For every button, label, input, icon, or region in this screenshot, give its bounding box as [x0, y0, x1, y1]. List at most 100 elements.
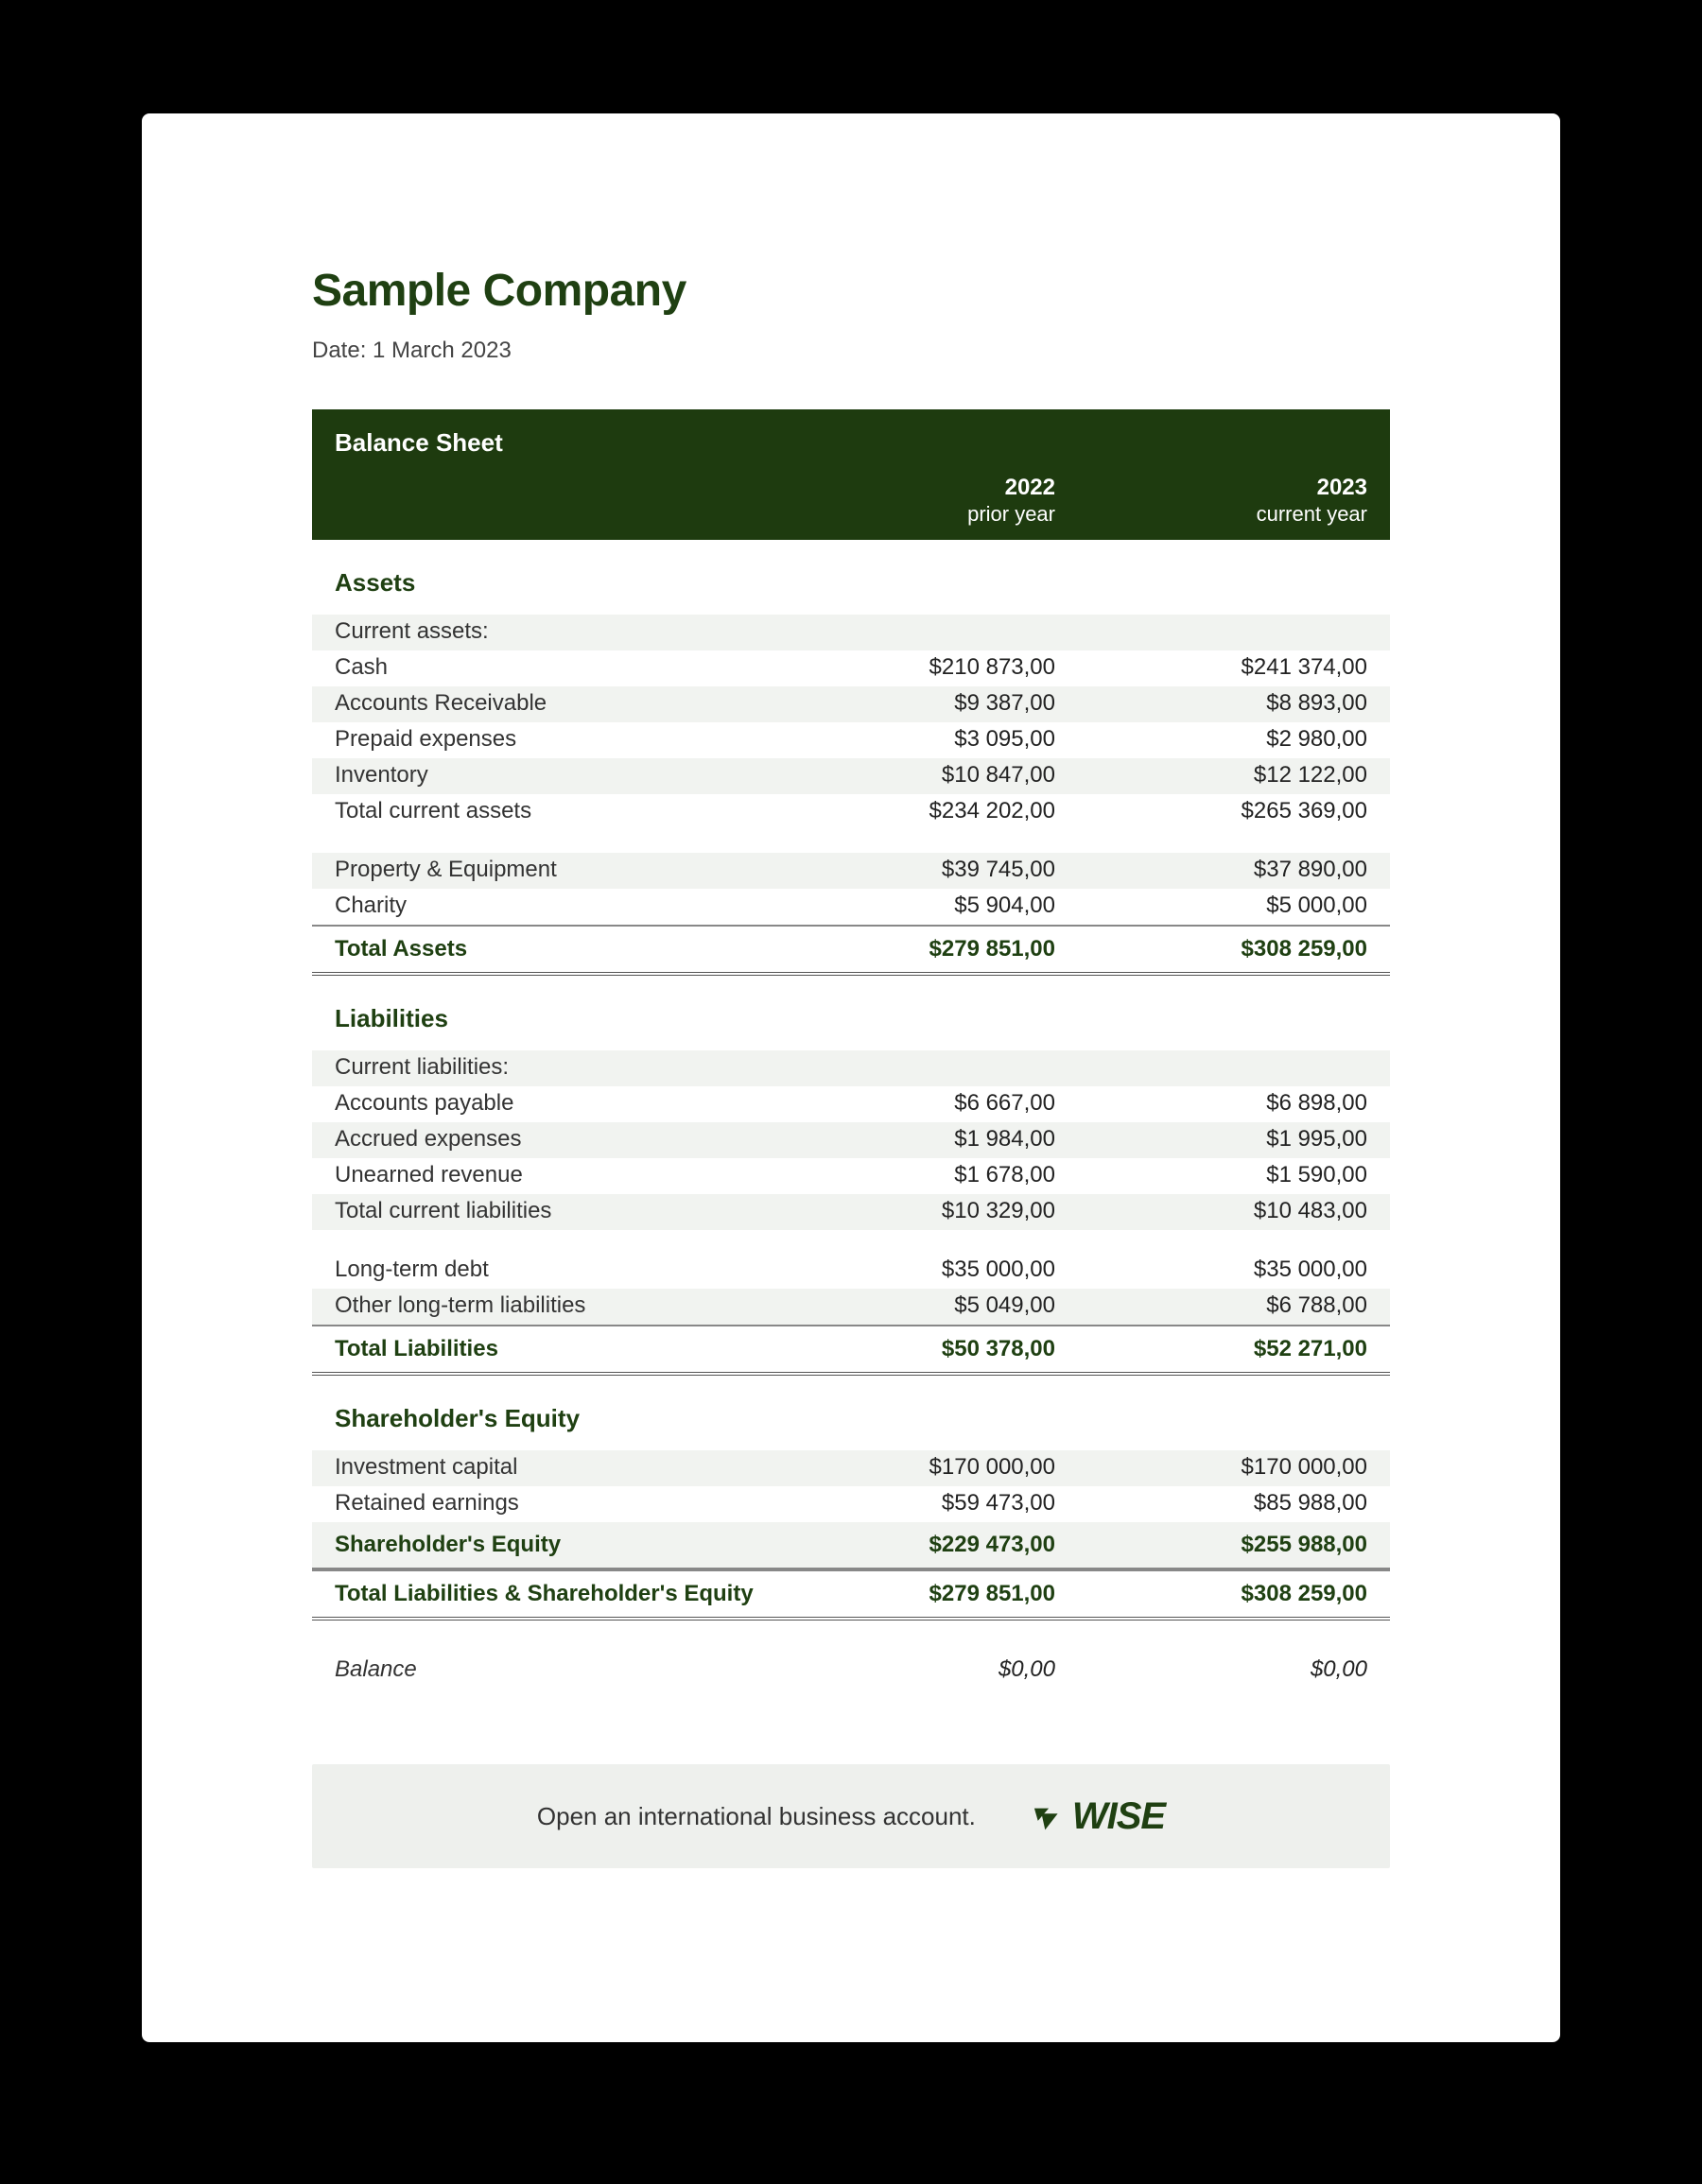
col-2023: 2023 current year: [1093, 475, 1367, 527]
row-value-2: $308 259,00: [1093, 1581, 1367, 1607]
liabilities-title: Liabilities: [312, 976, 1390, 1050]
row-value-2: $52 271,00: [1093, 1336, 1367, 1362]
row-value-1: $35 000,00: [781, 1257, 1055, 1283]
row-value-1: $279 851,00: [781, 1581, 1055, 1607]
row-value-2: $5 000,00: [1093, 893, 1367, 919]
row-value-1: $279 851,00: [781, 936, 1055, 962]
sheet-header: Balance Sheet 2022 prior year 2023 curre…: [312, 409, 1390, 540]
table-row: Charity $5 904,00 $5 000,00: [312, 889, 1390, 925]
table-row: Prepaid expenses $3 095,00 $2 980,00: [312, 722, 1390, 758]
assets-subhead: Current assets:: [312, 615, 1390, 650]
total-assets: Total Assets $279 851,00 $308 259,00: [312, 925, 1390, 976]
row-label: Inventory: [335, 762, 781, 789]
row-value-2: $241 374,00: [1093, 654, 1367, 681]
table-row: Unearned revenue $1 678,00 $1 590,00: [312, 1158, 1390, 1194]
row-value-1: $59 473,00: [781, 1490, 1055, 1517]
table-row: Inventory $10 847,00 $12 122,00: [312, 758, 1390, 794]
row-value-2: $170 000,00: [1093, 1454, 1367, 1481]
liabilities-current-total: Total current liabilities $10 329,00 $10…: [312, 1194, 1390, 1230]
row-label: Balance: [335, 1656, 781, 1683]
liabilities-subhead: Current liabilities:: [312, 1050, 1390, 1086]
grand-total: Total Liabilities & Shareholder's Equity…: [312, 1569, 1390, 1621]
row-value-2: $255 988,00: [1093, 1532, 1367, 1558]
row-value-1: $1 984,00: [781, 1126, 1055, 1153]
row-label: Total current assets: [335, 798, 781, 824]
spacer: [312, 1230, 1390, 1253]
spacer: [312, 830, 1390, 853]
row-label: Charity: [335, 893, 781, 919]
row-value-1: $50 378,00: [781, 1336, 1055, 1362]
row-value-2: $1 995,00: [1093, 1126, 1367, 1153]
row-value-1: $6 667,00: [781, 1090, 1055, 1117]
wise-logo: WISE: [1033, 1795, 1165, 1838]
col-2023-year: 2023: [1093, 475, 1367, 502]
col-2022-sub: prior year: [781, 502, 1055, 527]
row-label: Accounts Receivable: [335, 690, 781, 717]
table-row: Long-term debt $35 000,00 $35 000,00: [312, 1253, 1390, 1289]
row-label: Unearned revenue: [335, 1162, 781, 1188]
row-value-2: $1 590,00: [1093, 1162, 1367, 1188]
row-label: Other long-term liabilities: [335, 1292, 781, 1319]
row-value-2: $85 988,00: [1093, 1490, 1367, 1517]
row-label: Long-term debt: [335, 1257, 781, 1283]
balance-sheet: Balance Sheet 2022 prior year 2023 curre…: [312, 409, 1390, 1689]
row-value-1: $10 329,00: [781, 1198, 1055, 1224]
footer-text: Open an international business account.: [537, 1802, 976, 1831]
row-label: Retained earnings: [335, 1490, 781, 1517]
row-value-2: $308 259,00: [1093, 936, 1367, 962]
footer-banner: Open an international business account. …: [312, 1764, 1390, 1868]
row-value-1: $234 202,00: [781, 798, 1055, 824]
row-value-1: $10 847,00: [781, 762, 1055, 789]
sheet-title: Balance Sheet: [335, 428, 1367, 458]
stage: Sample Company Date: 1 March 2023 Balanc…: [0, 0, 1702, 2184]
equity-title: Shareholder's Equity: [312, 1376, 1390, 1450]
row-value-2: $265 369,00: [1093, 798, 1367, 824]
equity-subtotal: Shareholder's Equity $229 473,00 $255 98…: [312, 1522, 1390, 1569]
col-2023-sub: current year: [1093, 502, 1367, 527]
balance-row: Balance $0,00 $0,00: [312, 1653, 1390, 1689]
row-value-2: $2 980,00: [1093, 726, 1367, 753]
row-label: Current liabilities:: [335, 1054, 781, 1081]
assets-current-total: Total current assets $234 202,00 $265 36…: [312, 794, 1390, 830]
row-value-2: $12 122,00: [1093, 762, 1367, 789]
table-row: Other long-term liabilities $5 049,00 $6…: [312, 1289, 1390, 1325]
date-line: Date: 1 March 2023: [312, 338, 1390, 364]
row-value-1: $39 745,00: [781, 857, 1055, 883]
row-label: Total Assets: [335, 936, 781, 962]
row-value-1: $9 387,00: [781, 690, 1055, 717]
row-value-1: $170 000,00: [781, 1454, 1055, 1481]
total-liabilities: Total Liabilities $50 378,00 $52 271,00: [312, 1325, 1390, 1376]
assets-subhead-label: Current assets:: [335, 618, 781, 645]
row-label: Total Liabilities: [335, 1336, 781, 1362]
row-value-1: $210 873,00: [781, 654, 1055, 681]
table-row: Investment capital $170 000,00 $170 000,…: [312, 1450, 1390, 1486]
row-value-2: $37 890,00: [1093, 857, 1367, 883]
row-value-2: $6 898,00: [1093, 1090, 1367, 1117]
wise-brand-text: WISE: [1072, 1795, 1165, 1838]
row-value-2: $35 000,00: [1093, 1257, 1367, 1283]
row-value-1: $229 473,00: [781, 1532, 1055, 1558]
wise-flags-icon: [1033, 1801, 1068, 1831]
row-value-1: $3 095,00: [781, 726, 1055, 753]
row-value-2: $8 893,00: [1093, 690, 1367, 717]
row-value-1: $1 678,00: [781, 1162, 1055, 1188]
row-label: Prepaid expenses: [335, 726, 781, 753]
row-label: Total Liabilities & Shareholder's Equity: [335, 1581, 781, 1607]
company-title: Sample Company: [312, 265, 1390, 317]
row-label: Total current liabilities: [335, 1198, 781, 1224]
row-label: Cash: [335, 654, 781, 681]
document-page: Sample Company Date: 1 March 2023 Balanc…: [142, 113, 1560, 2042]
col-2022: 2022 prior year: [781, 475, 1055, 527]
row-value-1: $0,00: [781, 1656, 1055, 1683]
table-row: Accounts Receivable $9 387,00 $8 893,00: [312, 686, 1390, 722]
table-row: Cash $210 873,00 $241 374,00: [312, 650, 1390, 686]
row-label: Shareholder's Equity: [335, 1532, 781, 1558]
row-value-1: $5 904,00: [781, 893, 1055, 919]
column-headers: 2022 prior year 2023 current year: [335, 475, 1367, 527]
table-row: Retained earnings $59 473,00 $85 988,00: [312, 1486, 1390, 1522]
row-value-1: $5 049,00: [781, 1292, 1055, 1319]
row-value-2: $10 483,00: [1093, 1198, 1367, 1224]
assets-title: Assets: [312, 540, 1390, 615]
row-value-2: $6 788,00: [1093, 1292, 1367, 1319]
row-label: Investment capital: [335, 1454, 781, 1481]
